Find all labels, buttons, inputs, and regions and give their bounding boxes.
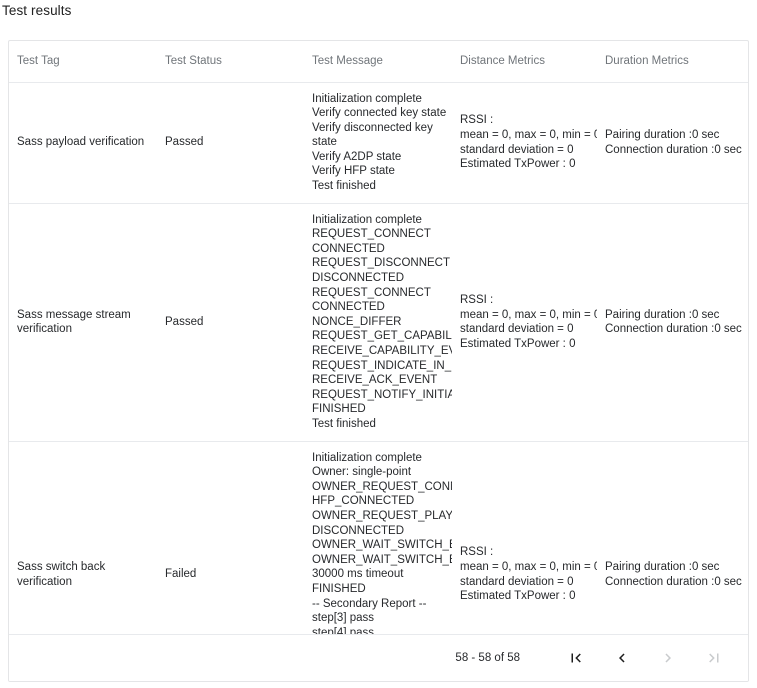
table-body: Sass payload verification Passed Initial… bbox=[9, 82, 748, 681]
chevron-right-icon bbox=[659, 649, 677, 667]
cell-test-status: Passed bbox=[157, 203, 304, 442]
table-header-row: Test Tag Test Status Test Message Distan… bbox=[9, 41, 748, 83]
table-row[interactable]: Sass payload verification Passed Initial… bbox=[9, 82, 748, 204]
page-title: Test results bbox=[2, 3, 72, 18]
cell-distance-metrics: RSSI : mean = 0, max = 0, min = 0, stand… bbox=[452, 82, 597, 204]
chevron-left-icon bbox=[613, 649, 631, 667]
results-table-card: Test Tag Test Status Test Message Distan… bbox=[8, 40, 749, 682]
cell-test-status: Passed bbox=[157, 82, 304, 204]
table-header: Test Tag Test Status Test Message Distan… bbox=[9, 41, 748, 83]
last-page-icon bbox=[705, 649, 723, 667]
cell-test-message: Initialization complete Verify connected… bbox=[304, 82, 452, 204]
results-table: Test Tag Test Status Test Message Distan… bbox=[9, 41, 748, 681]
cell-test-tag: Sass message stream verification bbox=[9, 203, 157, 442]
table-row[interactable]: Sass message stream verification Passed … bbox=[9, 203, 748, 442]
column-header-test-tag[interactable]: Test Tag bbox=[9, 41, 157, 83]
cell-duration-metrics: Pairing duration :0 sec Connection durat… bbox=[597, 82, 748, 204]
column-header-distance-metrics[interactable]: Distance Metrics bbox=[452, 41, 597, 83]
paginator-range-label: 58 - 58 of 58 bbox=[455, 652, 520, 664]
column-header-test-message[interactable]: Test Message bbox=[304, 41, 452, 83]
column-header-duration-metrics[interactable]: Duration Metrics bbox=[597, 41, 748, 83]
column-header-test-status[interactable]: Test Status bbox=[157, 41, 304, 83]
cell-test-tag: Sass payload verification bbox=[9, 82, 157, 204]
last-page-button[interactable] bbox=[694, 638, 734, 678]
first-page-icon bbox=[567, 649, 585, 667]
cell-test-message: Initialization complete REQUEST_CONNECT … bbox=[304, 203, 452, 442]
cell-duration-metrics: Pairing duration :0 sec Connection durat… bbox=[597, 203, 748, 442]
previous-page-button[interactable] bbox=[602, 638, 642, 678]
cell-distance-metrics: RSSI : mean = 0, max = 0, min = 0, stand… bbox=[452, 203, 597, 442]
paginator: 58 - 58 of 58 bbox=[9, 634, 748, 681]
first-page-button[interactable] bbox=[556, 638, 596, 678]
next-page-button[interactable] bbox=[648, 638, 688, 678]
